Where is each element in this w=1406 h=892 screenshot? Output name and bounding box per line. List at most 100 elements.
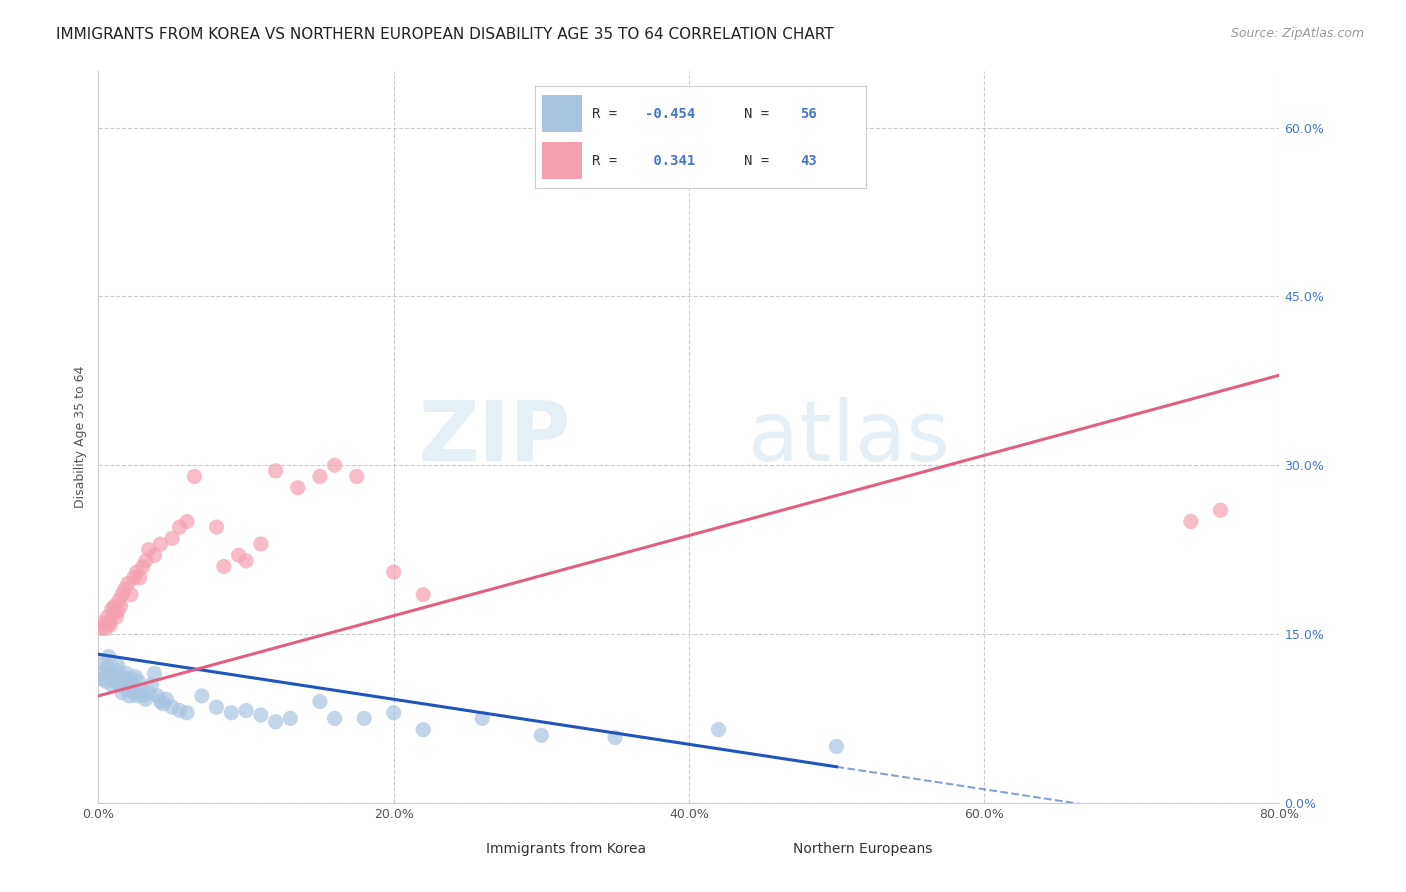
- Point: [110, 599, 132, 613]
- Point: [235, 704, 257, 718]
- Point: [309, 469, 332, 483]
- Point: [124, 670, 146, 684]
- Point: [323, 711, 346, 725]
- Point: [107, 605, 129, 619]
- Point: [90, 666, 112, 681]
- Point: [221, 706, 243, 720]
- Point: [138, 685, 160, 699]
- Y-axis label: Disability Age 35 to 64: Disability Age 35 to 64: [73, 366, 87, 508]
- Point: [530, 728, 553, 742]
- Point: [176, 515, 198, 529]
- Point: [250, 708, 273, 723]
- Point: [104, 674, 127, 689]
- Point: [120, 672, 142, 686]
- Point: [228, 548, 250, 562]
- Point: [135, 554, 157, 568]
- Point: [100, 602, 122, 616]
- Point: [205, 700, 228, 714]
- Point: [280, 711, 302, 725]
- Point: [117, 576, 139, 591]
- Point: [382, 565, 405, 579]
- Point: [412, 588, 434, 602]
- Point: [149, 694, 172, 708]
- Point: [132, 689, 155, 703]
- Text: Immigrants from Korea: Immigrants from Korea: [486, 842, 645, 856]
- FancyBboxPatch shape: [752, 842, 786, 869]
- Point: [162, 700, 183, 714]
- Point: [128, 683, 150, 698]
- Point: [98, 618, 121, 632]
- Point: [110, 678, 132, 692]
- Point: [128, 571, 150, 585]
- Point: [353, 711, 375, 725]
- Point: [122, 571, 145, 585]
- Point: [108, 672, 131, 686]
- Point: [94, 621, 117, 635]
- Point: [103, 607, 125, 621]
- Point: [107, 658, 129, 673]
- Point: [212, 559, 235, 574]
- Point: [112, 670, 135, 684]
- Point: [97, 615, 120, 630]
- Point: [152, 697, 174, 711]
- Point: [309, 694, 332, 708]
- Point: [111, 588, 134, 602]
- Point: [146, 689, 169, 703]
- Point: [114, 674, 136, 689]
- Text: atlas: atlas: [748, 397, 949, 477]
- Point: [143, 666, 166, 681]
- Point: [132, 559, 155, 574]
- Point: [96, 661, 118, 675]
- Text: ZIP: ZIP: [419, 397, 571, 477]
- Point: [93, 655, 115, 669]
- Point: [183, 469, 205, 483]
- Point: [162, 532, 183, 546]
- Point: [264, 464, 287, 478]
- Point: [205, 520, 228, 534]
- Point: [94, 674, 117, 689]
- Point: [191, 689, 214, 703]
- Point: [412, 723, 434, 737]
- Point: [176, 706, 198, 720]
- Point: [143, 548, 166, 562]
- Point: [135, 692, 157, 706]
- Point: [118, 689, 141, 703]
- Point: [108, 593, 131, 607]
- Point: [90, 621, 112, 635]
- Point: [120, 588, 142, 602]
- Point: [121, 678, 143, 692]
- Point: [155, 692, 177, 706]
- Point: [169, 520, 191, 534]
- Point: [149, 537, 172, 551]
- Point: [323, 458, 346, 473]
- Point: [707, 723, 730, 737]
- Point: [125, 689, 148, 703]
- Point: [117, 683, 139, 698]
- Point: [97, 649, 120, 664]
- Text: Northern Europeans: Northern Europeans: [793, 842, 932, 856]
- Point: [138, 542, 160, 557]
- Point: [127, 674, 149, 689]
- Point: [250, 537, 273, 551]
- Text: IMMIGRANTS FROM KOREA VS NORTHERN EUROPEAN DISABILITY AGE 35 TO 64 CORRELATION C: IMMIGRANTS FROM KOREA VS NORTHERN EUROPE…: [56, 27, 834, 42]
- Point: [105, 663, 128, 677]
- Point: [122, 685, 145, 699]
- Point: [264, 714, 287, 729]
- Point: [471, 711, 494, 725]
- Point: [111, 685, 134, 699]
- Point: [93, 615, 115, 630]
- Point: [141, 678, 163, 692]
- Point: [235, 554, 257, 568]
- Point: [287, 481, 309, 495]
- Point: [346, 469, 368, 483]
- Point: [125, 565, 148, 579]
- Point: [105, 610, 128, 624]
- Point: [98, 666, 121, 681]
- Text: Source: ZipAtlas.com: Source: ZipAtlas.com: [1230, 27, 1364, 40]
- Point: [96, 610, 118, 624]
- Point: [382, 706, 405, 720]
- Point: [1209, 503, 1232, 517]
- Point: [1180, 515, 1202, 529]
- Point: [605, 731, 627, 745]
- Point: [169, 704, 191, 718]
